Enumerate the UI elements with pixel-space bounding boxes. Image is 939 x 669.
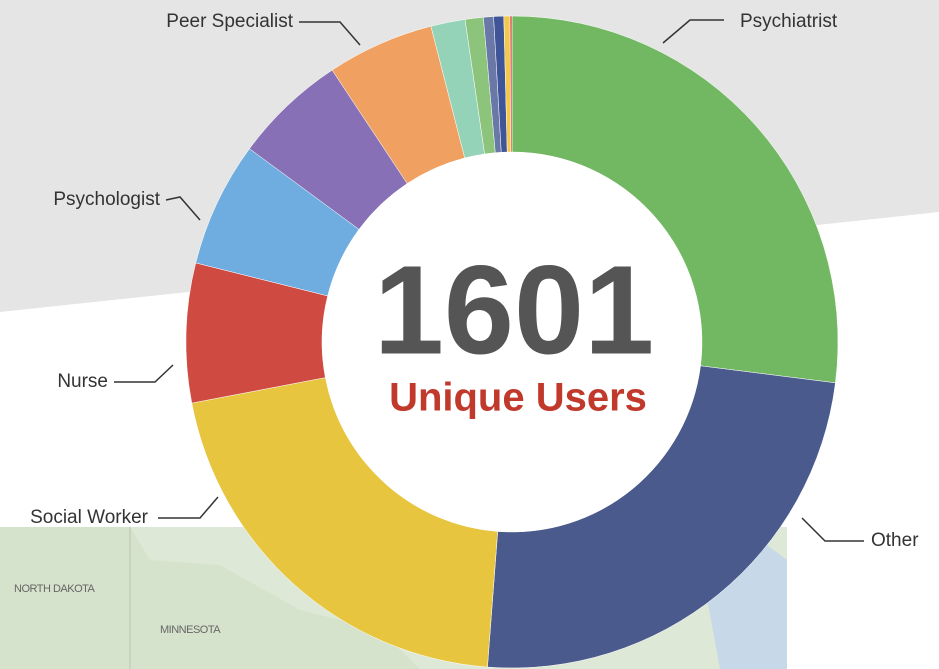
- infographic: NORTH DAKOTA MINNESOTA 1601 Unique Users…: [0, 0, 939, 669]
- map-label: MINNESOTA: [160, 624, 221, 636]
- slice-label: Other: [871, 530, 919, 551]
- slice-label: Psychologist: [53, 189, 160, 210]
- leader-line: [114, 365, 173, 382]
- leader-line: [158, 497, 218, 518]
- center-value: 1601: [374, 239, 654, 380]
- leader-line: [802, 518, 864, 541]
- slice-label: Peer Specialist: [166, 11, 293, 32]
- slice-label: Nurse: [57, 371, 108, 392]
- center-label: Unique Users: [389, 376, 647, 420]
- map-label: NORTH DAKOTA: [14, 583, 96, 595]
- slice-label: Social Worker: [30, 507, 149, 528]
- slice-label: Psychiatrist: [740, 11, 838, 32]
